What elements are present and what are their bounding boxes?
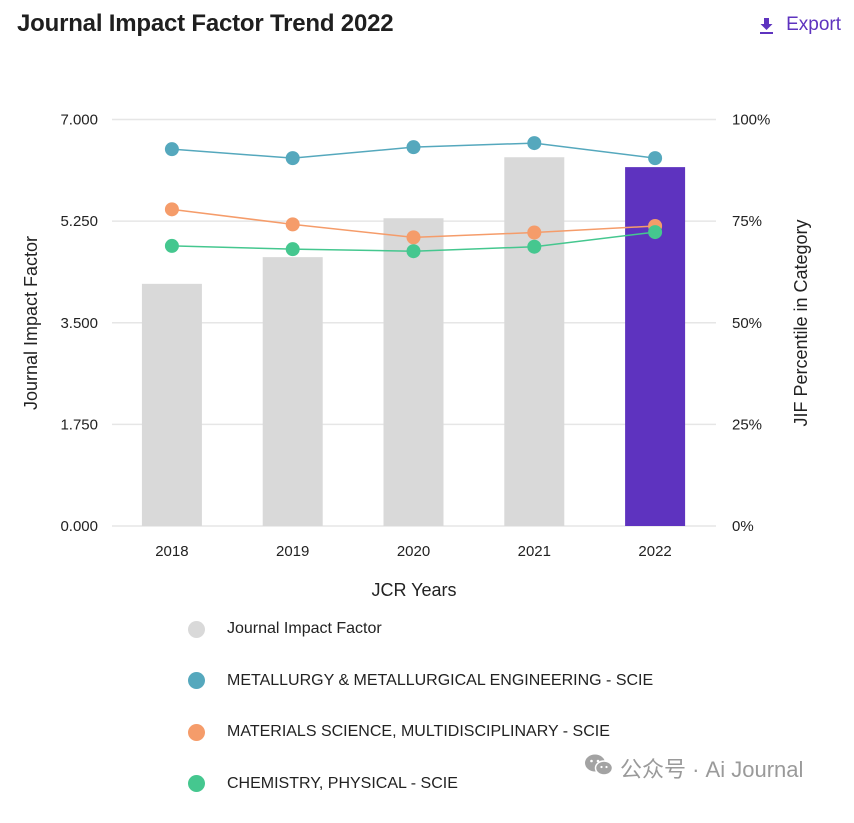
jif-trend-chart: 0.000 1.750 3.500 5.250 7.000 0% 25% 50% 75% 100… (21, 112, 811, 601)
point-metallurgy-2019[interactable] (285, 151, 300, 166)
point-metallurgy-2021[interactable] (527, 136, 542, 151)
point-metallurgy-2022[interactable] (648, 151, 663, 166)
y2-axis-title: JIF Percentile in Category (791, 219, 811, 426)
y2-tick-label: 25% (732, 416, 762, 433)
download-icon (759, 17, 774, 34)
legend-item-metallurgy[interactable]: METALLURGY & METALLURGICAL ENGINEERING -… (188, 669, 653, 693)
bar-2020[interactable] (383, 218, 444, 526)
x-tick-label: 2018 (155, 543, 188, 560)
point-materials-2021[interactable] (527, 225, 542, 240)
point-materials-2020[interactable] (406, 230, 421, 245)
y-tick-label: 3.500 (60, 315, 98, 332)
point-chemistry-2020[interactable] (406, 244, 421, 259)
bars (141, 157, 686, 526)
x-axis-title: JCR Years (371, 580, 456, 600)
line-series (164, 136, 663, 259)
chart-title: Journal Impact Factor Trend 2022 (17, 10, 394, 37)
y2-tick-label: 100% (732, 112, 770, 129)
legend-label: CHEMISTRY, PHYSICAL - SCIE (227, 774, 458, 792)
point-materials-2018[interactable] (164, 202, 179, 217)
legend-label: Journal Impact Factor (227, 620, 382, 637)
y-axis-title: Journal Impact Factor (21, 236, 41, 410)
y2-tick-label: 0% (732, 518, 754, 535)
point-chemistry-2019[interactable] (285, 242, 300, 257)
bar-2018[interactable] (141, 283, 202, 526)
x-tick-label: 2021 (518, 543, 551, 560)
point-metallurgy-2020[interactable] (406, 140, 421, 155)
legend-item-jif[interactable]: Journal Impact Factor (188, 617, 653, 641)
wechat-icon (584, 753, 614, 783)
legend: Journal Impact Factor METALLURGY & METAL… (188, 617, 653, 823)
x-tick-label: 2020 (397, 543, 430, 560)
export-button[interactable]: Export (759, 14, 841, 36)
x-axis-ticks: 2018 2019 2020 2021 2022 (155, 543, 672, 560)
export-label: Export (786, 14, 841, 35)
y-tick-label: 0.000 (60, 518, 98, 535)
y-tick-label: 7.000 (60, 112, 98, 129)
point-chemistry-2021[interactable] (527, 239, 542, 254)
y-tick-label: 1.750 (60, 416, 98, 433)
bar-2019[interactable] (262, 257, 323, 526)
x-tick-label: 2019 (276, 543, 309, 560)
point-chemistry-2018[interactable] (164, 238, 179, 253)
point-metallurgy-2018[interactable] (164, 142, 179, 157)
y2-axis-ticks: 0% 25% 50% 75% 100% (732, 112, 770, 536)
y-tick-label: 5.250 (60, 213, 98, 230)
point-materials-2019[interactable] (285, 217, 300, 232)
legend-label: MATERIALS SCIENCE, MULTIDISCIPLINARY - S… (227, 723, 610, 740)
point-chemistry-2022[interactable] (648, 225, 663, 240)
legend-dot-icon (188, 620, 205, 638)
bar-2021[interactable] (504, 157, 565, 526)
y2-tick-label: 75% (732, 213, 762, 230)
legend-dot-icon (188, 672, 205, 689)
legend-label: METALLURGY & METALLURGICAL ENGINEERING -… (227, 671, 654, 689)
watermark: 公众号 · Ai Journal (584, 752, 803, 784)
legend-dot-icon (188, 723, 205, 741)
watermark-text: 公众号 · Ai Journal (620, 757, 804, 782)
y-axis-ticks: 0.000 1.750 3.500 5.250 7.000 (60, 112, 98, 536)
legend-item-chemistry[interactable]: CHEMISTRY, PHYSICAL - SCIE (188, 772, 653, 796)
x-tick-label: 2022 (638, 543, 671, 560)
y2-tick-label: 50% (732, 315, 762, 332)
legend-dot-icon (188, 775, 205, 792)
legend-item-materials[interactable]: MATERIALS SCIENCE, MULTIDISCIPLINARY - S… (188, 720, 653, 744)
